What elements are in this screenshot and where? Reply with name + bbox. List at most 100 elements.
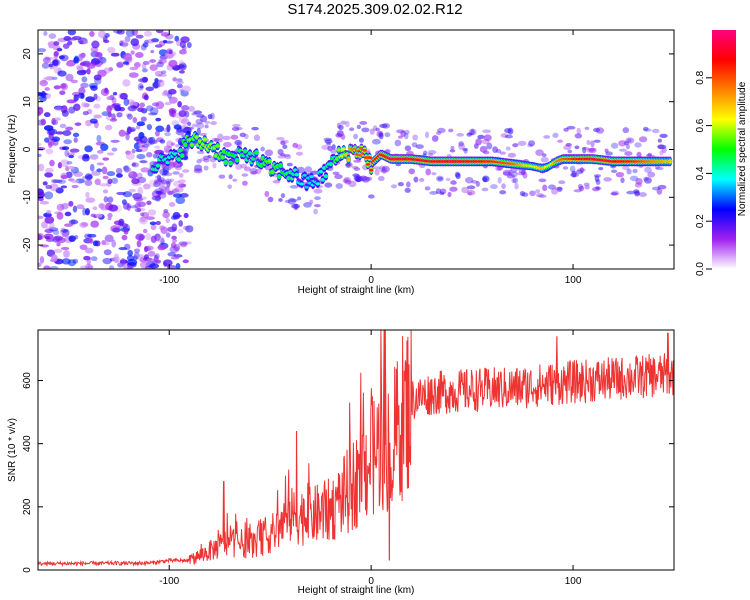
- noise-speckle: [59, 123, 67, 129]
- noise-speckle: [142, 42, 149, 48]
- noise-speckle: [79, 53, 86, 59]
- noise-speckle: [94, 178, 101, 186]
- noise-speckle: [84, 145, 93, 153]
- ridge-halo: [579, 167, 584, 174]
- ridge-halo: [657, 184, 667, 190]
- ridge-halo: [297, 196, 302, 201]
- noise-speckle: [55, 187, 64, 194]
- ridge-halo: [351, 165, 359, 169]
- noise-speckle: [142, 60, 150, 66]
- noise-speckle: [42, 57, 51, 64]
- ridge-halo: [619, 148, 627, 152]
- ridge-halo: [397, 135, 403, 139]
- ridge-halo: [624, 151, 633, 156]
- noise-speckle: [149, 179, 158, 188]
- noise-speckle: [122, 79, 131, 87]
- noise-speckle: [49, 222, 55, 230]
- ridge-cell: [212, 146, 217, 149]
- ridge-cell: [270, 170, 275, 174]
- ridge-halo: [214, 137, 220, 142]
- noise-speckle: [123, 98, 130, 106]
- noise-speckle: [53, 117, 61, 121]
- ridge-halo: [626, 190, 635, 195]
- noise-speckle: [72, 258, 79, 264]
- noise-speckle: [125, 113, 132, 118]
- ridge-halo: [390, 184, 398, 189]
- noise-speckle: [164, 40, 174, 44]
- noise-speckle: [119, 92, 128, 100]
- ridge-halo: [594, 175, 600, 182]
- noise-speckle: [63, 250, 70, 258]
- noise-speckle: [85, 191, 90, 199]
- snr-y-tick-label: 0: [22, 567, 33, 573]
- snr-y-tick-label: 200: [22, 498, 33, 515]
- ridge-halo: [278, 198, 283, 202]
- noise-speckle: [130, 50, 135, 55]
- noise-speckle: [119, 40, 124, 46]
- ridge-halo: [527, 143, 533, 148]
- noise-speckle: [167, 88, 177, 95]
- noise-speckle: [107, 46, 116, 54]
- ridge-halo: [655, 166, 664, 171]
- ridge-halo: [239, 132, 246, 138]
- noise-speckle: [111, 227, 120, 233]
- noise-speckle: [157, 73, 168, 77]
- noise-speckle: [48, 33, 57, 39]
- noise-speckle: [178, 193, 189, 198]
- ridge-halo: [638, 192, 647, 197]
- noise-speckle: [53, 85, 61, 90]
- noise-speckle: [172, 211, 181, 220]
- noise-speckle: [127, 265, 133, 269]
- noise-speckle: [156, 61, 164, 68]
- noise-speckle: [98, 203, 105, 209]
- noise-speckle: [143, 94, 149, 101]
- ridge-halo: [463, 148, 468, 154]
- ridge-halo: [369, 128, 375, 135]
- spectrogram-y-tick-label: 20: [22, 48, 33, 60]
- noise-speckle: [140, 216, 146, 223]
- noise-speckle: [178, 70, 185, 74]
- noise-speckle: [84, 263, 93, 269]
- noise-speckle: [44, 56, 54, 61]
- noise-speckle: [150, 49, 155, 54]
- noise-speckle: [70, 79, 79, 84]
- noise-speckle: [39, 256, 45, 264]
- ridge-halo: [196, 159, 202, 164]
- noise-speckle: [123, 167, 132, 173]
- noise-speckle: [96, 149, 104, 154]
- noise-speckle: [108, 265, 115, 269]
- ridge-halo: [657, 138, 662, 143]
- ridge-halo: [243, 166, 252, 172]
- noise-speckle: [95, 213, 103, 218]
- noise-speckle: [64, 223, 73, 227]
- noise-speckle: [177, 228, 184, 234]
- ridge-halo: [555, 186, 563, 191]
- noise-speckle: [155, 235, 165, 243]
- ridge-halo: [483, 150, 490, 155]
- noise-speckle: [38, 163, 45, 172]
- noise-speckle: [133, 197, 144, 202]
- ridge-halo: [404, 187, 411, 193]
- noise-speckle: [106, 105, 112, 113]
- ridge-halo: [241, 180, 248, 186]
- noise-speckle: [68, 106, 76, 114]
- noise-speckle: [166, 48, 173, 54]
- noise-speckle: [89, 154, 99, 160]
- ridge-halo: [439, 191, 445, 196]
- noise-speckle: [155, 117, 162, 122]
- noise-speckle: [57, 179, 67, 184]
- ridge-halo: [521, 192, 529, 197]
- ridge-halo: [286, 162, 293, 167]
- snr-y-tick-label: 600: [22, 372, 33, 389]
- noise-speckle: [151, 190, 161, 198]
- noise-speckle: [40, 118, 47, 126]
- ridge-halo: [181, 169, 190, 173]
- ridge-halo: [483, 134, 492, 142]
- noise-speckle: [56, 242, 61, 247]
- noise-speckle: [186, 41, 192, 49]
- noise-speckle: [57, 162, 63, 169]
- noise-speckle: [170, 242, 177, 249]
- noise-speckle: [128, 171, 134, 176]
- noise-speckle: [66, 161, 73, 165]
- noise-speckle: [178, 60, 185, 66]
